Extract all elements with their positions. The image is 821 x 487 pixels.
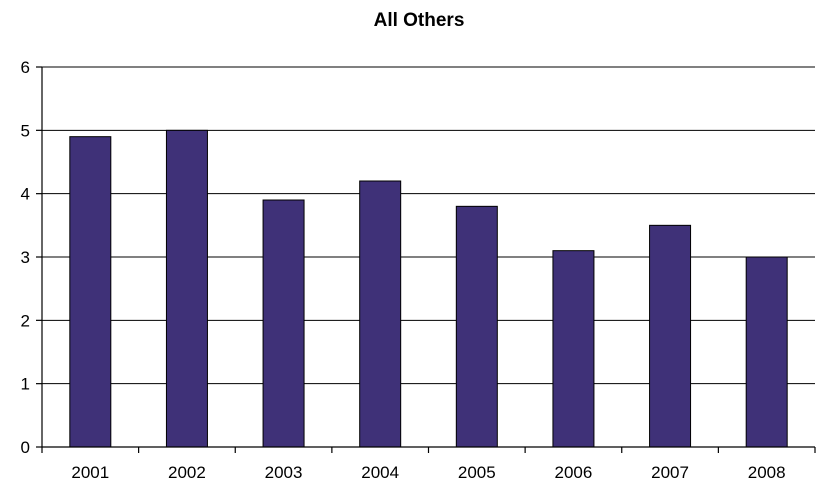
gridlines (42, 66, 815, 385)
bar-2005 (455, 205, 498, 448)
x-tick-label: 2002 (168, 463, 206, 482)
x-tick-label: 2007 (651, 463, 689, 482)
y-tick-label: 4 (21, 185, 30, 204)
x-tick-label: 2001 (71, 463, 109, 482)
bar-2006 (552, 250, 595, 448)
y-tick-label: 5 (21, 121, 30, 140)
x-tick-label: 2008 (748, 463, 786, 482)
x-tick-label: 2006 (555, 463, 593, 482)
bar-2004 (359, 180, 402, 448)
y-tick-label: 2 (21, 311, 30, 330)
y-tick-label: 0 (21, 438, 30, 457)
x-tick-label: 2005 (458, 463, 496, 482)
x-tick-label: 2004 (361, 463, 399, 482)
bar-2003 (262, 199, 305, 448)
bar-2007 (649, 224, 692, 448)
bar-2002 (165, 129, 208, 448)
y-tick-label: 3 (21, 248, 30, 267)
x-tick-labels: 2001 2002 2003 2004 2005 2006 2007 2008 (41, 447, 816, 482)
bar-2001 (69, 136, 112, 448)
bars (69, 129, 788, 448)
chart-title: All Others (374, 10, 465, 31)
x-tick-label: 2003 (265, 463, 303, 482)
y-tick-label: 1 (21, 375, 30, 394)
bar-2008 (745, 256, 788, 448)
y-tick-label: 6 (21, 58, 30, 77)
y-tick-labels: 0 1 2 3 4 5 6 (21, 58, 42, 457)
